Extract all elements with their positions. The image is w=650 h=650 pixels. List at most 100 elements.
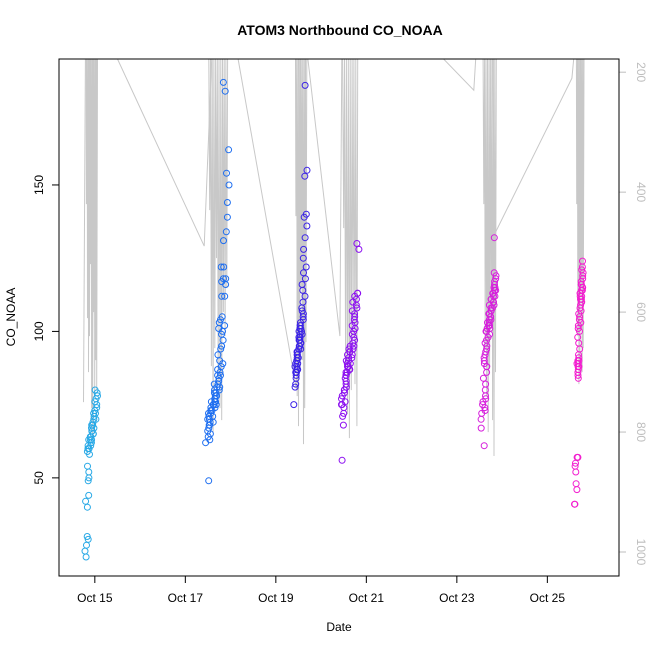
- data-point: [301, 234, 309, 242]
- data-point: [296, 322, 304, 330]
- data-point: [480, 442, 488, 450]
- x-axis-label: Date: [326, 620, 352, 634]
- data-point: [202, 439, 210, 447]
- data-point: [481, 386, 489, 394]
- data-point: [355, 245, 363, 253]
- data-point: [219, 275, 227, 283]
- data-point: [481, 407, 489, 414]
- data-point: [300, 245, 308, 253]
- data-point: [302, 210, 310, 218]
- data-point: [205, 477, 213, 485]
- profile-pressure-trace: [482, 59, 497, 457]
- x-tick-label: Oct 17: [168, 591, 204, 605]
- data-point: [91, 386, 99, 394]
- data-point: [572, 468, 580, 476]
- data-point: [573, 453, 581, 461]
- data-point: [225, 181, 233, 189]
- data-point: [490, 234, 498, 242]
- data-point: [351, 336, 359, 344]
- profile-pressure-trace: [575, 59, 585, 385]
- data-point: [339, 421, 347, 429]
- plot-area: [81, 59, 587, 561]
- data-point: [477, 424, 485, 432]
- data-point: [220, 237, 227, 245]
- data-point: [302, 263, 310, 271]
- data-point: [217, 371, 224, 379]
- data-point: [85, 468, 93, 476]
- data-point: [84, 462, 91, 470]
- data-point: [290, 401, 298, 409]
- data-point: [82, 553, 90, 561]
- data-point: [219, 78, 227, 86]
- data-point: [477, 415, 485, 423]
- data-point: [579, 257, 586, 265]
- data-point: [83, 503, 91, 511]
- data-point: [353, 240, 361, 247]
- data-point: [217, 345, 225, 353]
- x-tick-label: Oct 21: [349, 591, 385, 605]
- data-point: [490, 301, 498, 309]
- data-point: [300, 269, 307, 277]
- data-point: [338, 395, 345, 403]
- x-tick-label: Oct 19: [258, 591, 294, 605]
- data-point: [225, 146, 233, 154]
- y2-tick-label: 800: [634, 422, 648, 442]
- data-point: [219, 336, 227, 344]
- data-point: [84, 477, 92, 485]
- data-point: [221, 292, 229, 300]
- data-point: [575, 354, 583, 362]
- data-point: [299, 254, 307, 262]
- data-point: [303, 166, 311, 174]
- data-point: [94, 392, 101, 400]
- profile-pressure-trace: [85, 59, 98, 439]
- y2-tick-label: 200: [634, 62, 648, 82]
- data-point: [301, 172, 309, 180]
- data-point: [301, 81, 309, 89]
- data-point: [573, 486, 581, 494]
- y2-tick-label: 600: [634, 302, 648, 322]
- data-point: [572, 480, 580, 488]
- data-point: [221, 322, 229, 330]
- data-point: [354, 289, 361, 297]
- profile-pressure-trace: [294, 59, 308, 445]
- y2-tick-label: 1000: [634, 539, 648, 566]
- y-tick-label: 150: [32, 175, 46, 195]
- data-point: [479, 374, 487, 382]
- y-tick-label: 50: [32, 471, 46, 485]
- data-point: [222, 228, 230, 236]
- data-point: [81, 547, 89, 555]
- data-point: [574, 325, 582, 332]
- y-tick-label: 100: [32, 321, 46, 341]
- x-tick-label: Oct 25: [530, 591, 566, 605]
- data-point: [339, 412, 347, 420]
- data-point: [223, 199, 231, 206]
- y2-tick-label: 400: [634, 182, 648, 202]
- data-point: [82, 497, 90, 505]
- data-point: [84, 535, 92, 543]
- data-point: [490, 269, 498, 277]
- data-point: [338, 456, 346, 464]
- data-point: [479, 401, 487, 409]
- data-point: [85, 491, 93, 499]
- data-point: [218, 292, 226, 300]
- data-point: [223, 213, 231, 221]
- data-point: [482, 380, 490, 388]
- data-point: [342, 371, 350, 379]
- data-point: [214, 351, 222, 359]
- data-point: [218, 313, 226, 321]
- data-point: [301, 292, 309, 300]
- data-point: [353, 304, 361, 312]
- data-point: [222, 275, 230, 283]
- data-point: [303, 222, 311, 230]
- data-point: [482, 395, 490, 403]
- data-point: [218, 330, 225, 338]
- data-point: [83, 533, 91, 540]
- data-point: [221, 87, 229, 95]
- data-point: [571, 462, 579, 470]
- pressure-line: [83, 59, 575, 403]
- data-point: [298, 307, 306, 315]
- data-point: [351, 313, 359, 321]
- data-point: [217, 263, 225, 271]
